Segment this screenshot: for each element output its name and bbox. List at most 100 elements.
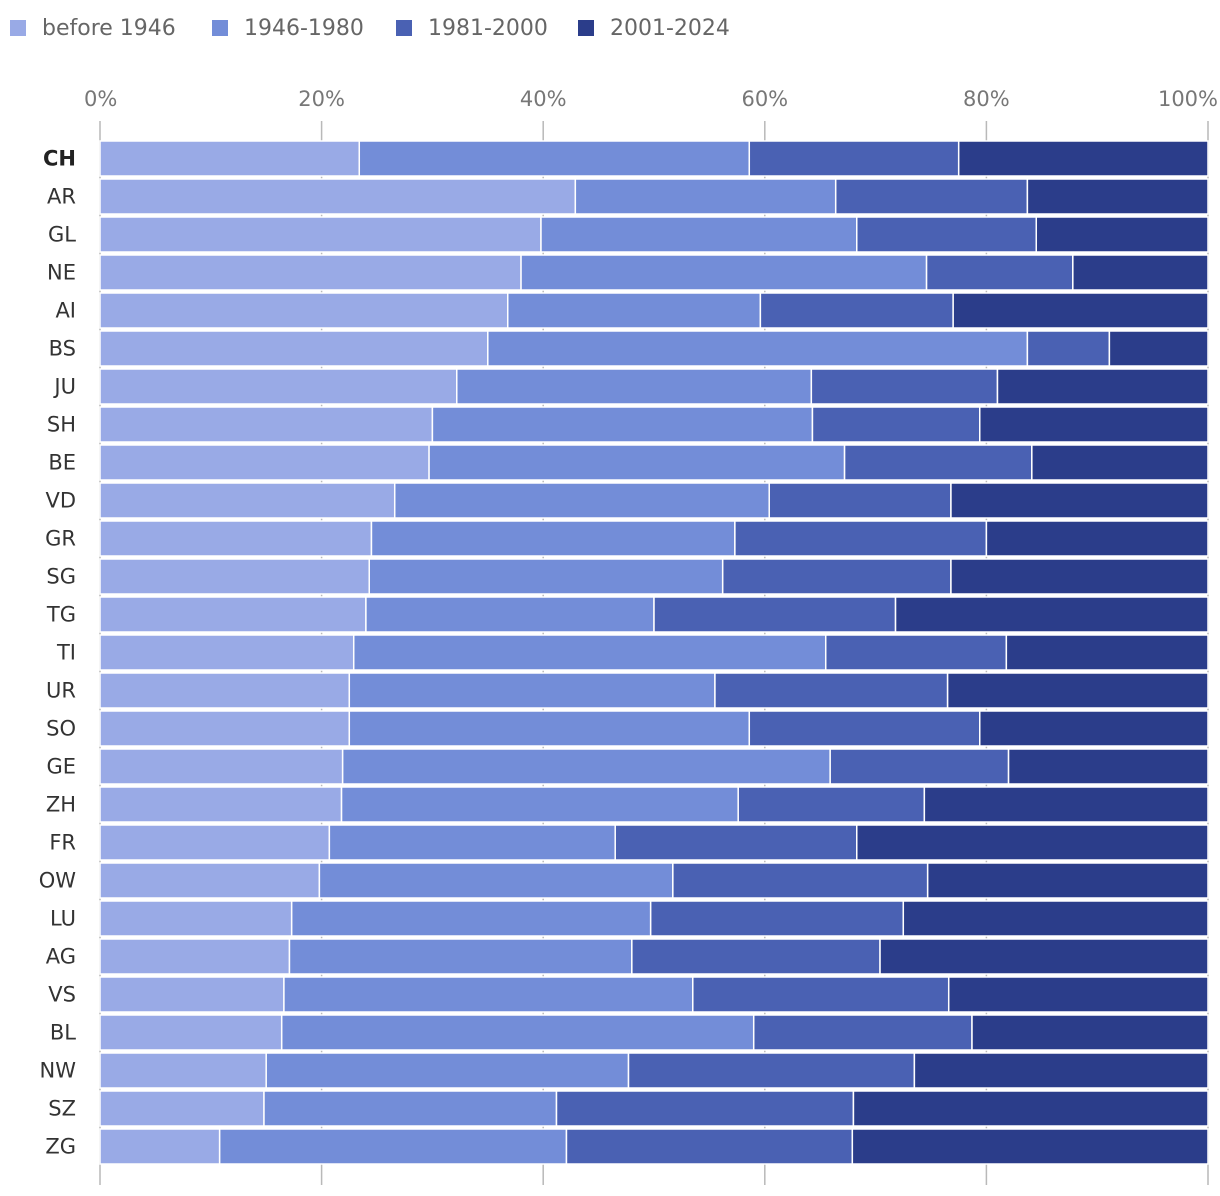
bar-segment: [99, 558, 370, 595]
bar-segment: [810, 368, 999, 405]
bar-segment: [856, 216, 1038, 253]
category-label: JU: [52, 375, 76, 399]
category-label: SG: [46, 565, 76, 589]
bar-segment: [852, 1090, 1209, 1127]
legend-swatch: [212, 20, 228, 36]
category-label: LU: [50, 907, 76, 931]
legend-label: 1946-1980: [244, 16, 364, 41]
category-label: CH: [43, 147, 76, 171]
bar-segment: [99, 1128, 221, 1165]
bar-segment: [996, 368, 1209, 405]
bar-segment: [340, 786, 739, 823]
category-label: SO: [46, 717, 76, 741]
bar-segment: [734, 520, 988, 557]
legend-label: 1981-2000: [428, 16, 548, 41]
bar-segment: [957, 140, 1209, 177]
bar-segment: [1108, 330, 1209, 367]
bar-segment: [263, 1090, 558, 1127]
bar-segment: [99, 748, 344, 785]
category-label: UR: [46, 679, 76, 703]
bar-segment: [856, 824, 1209, 861]
bar-segment: [348, 672, 716, 709]
bar-segment: [428, 444, 846, 481]
bar-segment: [952, 292, 1209, 329]
category-label: FR: [49, 831, 76, 855]
legend-label: before 1946: [42, 16, 176, 41]
category-label: BL: [50, 1021, 76, 1045]
bar-segment: [99, 710, 351, 747]
bar-segment: [649, 900, 905, 937]
category-label: BE: [48, 451, 76, 475]
bar-segment: [341, 748, 831, 785]
bar-segment: [99, 596, 367, 633]
bar-segment: [879, 938, 1209, 975]
category-label: SZ: [48, 1097, 76, 1121]
bar-segment: [737, 786, 926, 823]
category-label: SH: [47, 413, 76, 437]
bar-segment: [283, 976, 694, 1013]
bar-segment: [565, 1128, 854, 1165]
bar-segment: [834, 178, 1029, 215]
bar-segment: [99, 824, 331, 861]
bar-segment: [99, 406, 434, 443]
bar-segment: [555, 1090, 855, 1127]
bar-segment: [752, 1014, 973, 1051]
bar-segment: [925, 254, 1074, 291]
bar-segment: [631, 938, 881, 975]
bar-segment: [759, 292, 954, 329]
bar-segment: [99, 178, 577, 215]
bar-segment: [653, 596, 897, 633]
bar-segment: [748, 710, 981, 747]
legend-swatch: [578, 20, 594, 36]
bar-segment: [318, 862, 674, 899]
bar-segment: [540, 216, 858, 253]
bar-segment: [1026, 178, 1209, 215]
bar-segment: [520, 254, 928, 291]
bar-segment: [971, 1014, 1209, 1051]
bar-segment: [1005, 634, 1209, 671]
bar-segment: [99, 444, 430, 481]
bar-segment: [368, 558, 724, 595]
category-label: ZG: [45, 1135, 76, 1159]
x-tick-label: 80%: [963, 87, 1010, 111]
bar-segment: [288, 938, 633, 975]
bar-segment: [979, 406, 1209, 443]
bar-segment: [926, 862, 1209, 899]
bar-segment: [721, 558, 952, 595]
bar-segment: [1031, 444, 1209, 481]
bar-segment: [99, 1052, 267, 1089]
bar-segment: [99, 140, 361, 177]
bar-segment: [99, 520, 373, 557]
bar-segment: [99, 330, 489, 367]
bar-segment: [365, 596, 655, 633]
legend-swatch: [396, 20, 412, 36]
bar-segment: [1072, 254, 1209, 291]
bar-segment: [506, 292, 762, 329]
x-tick-label: 60%: [741, 87, 788, 111]
bar-segment: [902, 900, 1209, 937]
bar-segment: [99, 634, 355, 671]
bar-segment: [574, 178, 837, 215]
bar-segment: [811, 406, 981, 443]
bar-segment: [99, 368, 458, 405]
bar-segment: [99, 1090, 265, 1127]
bar-segment: [99, 672, 351, 709]
legend-swatch: [10, 20, 26, 36]
bar-segment: [672, 862, 929, 899]
category-label: AG: [46, 945, 76, 969]
bar-segment: [99, 786, 343, 823]
bar-segment: [1035, 216, 1209, 253]
bar-segment: [913, 1052, 1209, 1089]
category-label: GR: [45, 527, 76, 551]
category-label: NE: [47, 261, 76, 285]
bar-segment: [99, 938, 291, 975]
bar-segment: [348, 710, 751, 747]
bar-segment: [946, 672, 1209, 709]
bar-segment: [923, 786, 1209, 823]
category-label: AR: [47, 185, 76, 209]
bar-segment: [851, 1128, 1209, 1165]
bar-segment: [614, 824, 858, 861]
bar-segment: [627, 1052, 916, 1089]
bar-segment: [950, 482, 1209, 519]
bar-segment: [714, 672, 949, 709]
